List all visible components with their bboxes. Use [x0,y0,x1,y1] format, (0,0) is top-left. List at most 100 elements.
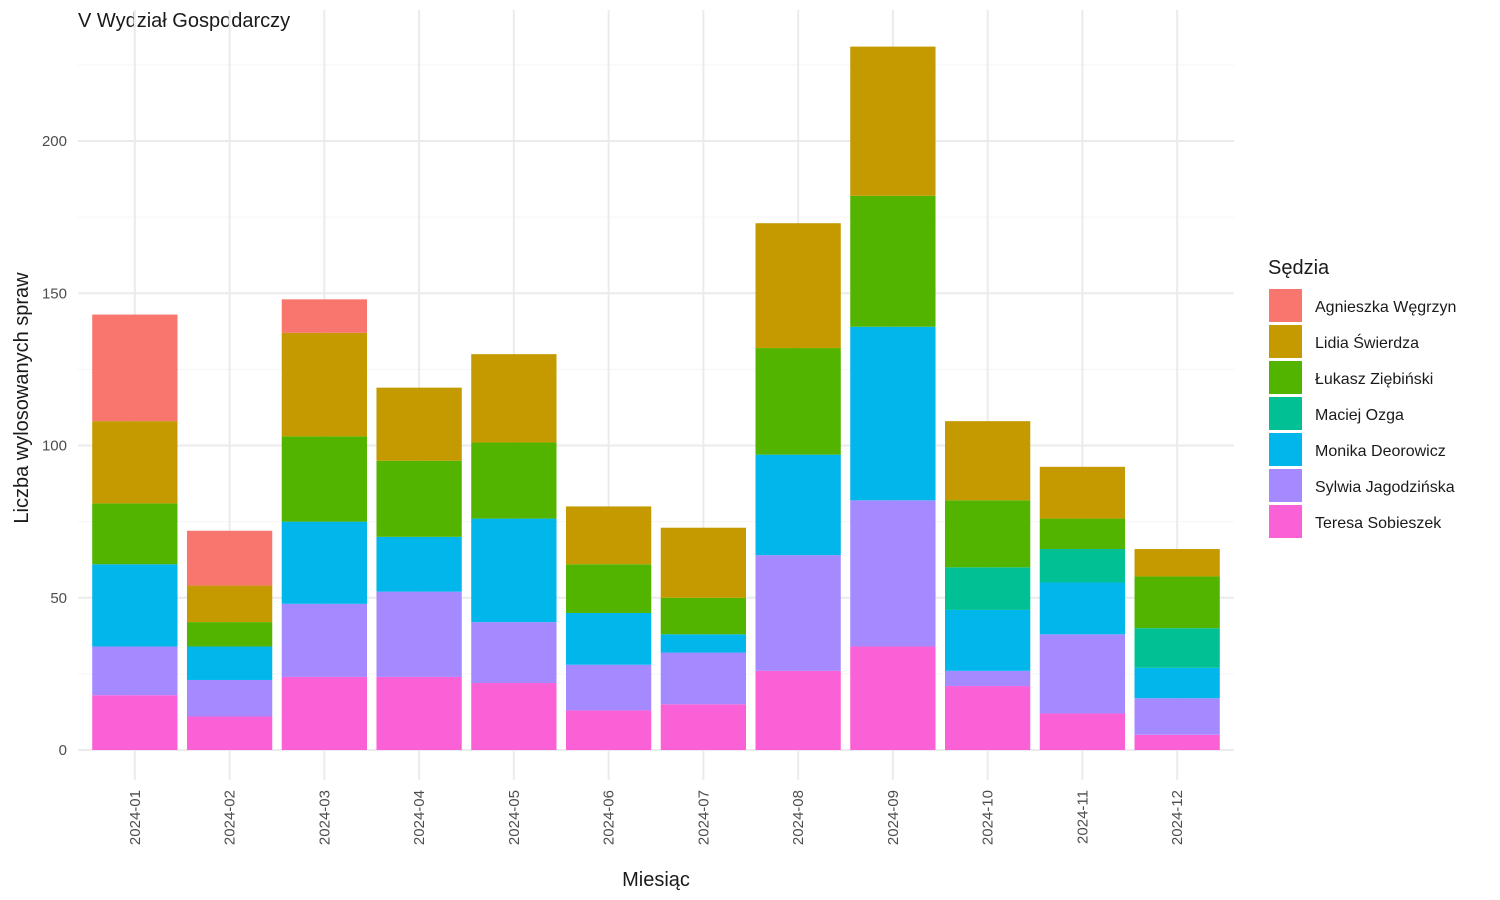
bar-segment [92,695,178,750]
bar-segment [186,716,273,750]
bar-segment [186,622,273,647]
bar-segment [850,195,936,327]
bar-segment [755,454,841,556]
bar-segment [945,567,1031,610]
bar-segment [376,387,462,461]
bar-segment [850,500,936,647]
bar-segment [1134,698,1220,735]
x-axis-ticks: 2024-01 2024-02 2024-03 2024-04 2024-05 2024-… [127,790,1186,845]
legend-label: Agnieszka Węgrzyn [1315,299,1456,316]
legend: Sędzia Agnieszka Węgrzyn Lidia Świerdza Łu… [1268,257,1456,538]
y-tick-label: 150 [42,285,67,302]
bar-segment [565,564,652,613]
x-tick-label: 2024-09 [885,790,902,845]
bar-segment [755,670,841,750]
bar-segment [471,442,557,519]
y-tick-label: 0 [59,742,67,759]
bar-segment [281,436,367,522]
x-tick-label: 2024-11 [1074,790,1091,844]
bar-segment [945,609,1031,671]
legend-swatch [1269,289,1302,322]
legend-swatch [1269,469,1302,502]
bar-segment [660,597,747,635]
bar-segment [1134,628,1220,668]
legend-items: Agnieszka Węgrzyn Lidia Świerdza Łukasz Zi… [1269,289,1456,538]
bar-segment [1039,518,1126,550]
bar-segment [660,704,747,750]
chart-title: V Wydział Gospodarczy [78,10,290,32]
bar-segment [471,622,557,684]
bar-segment [1134,734,1220,750]
bar-segment [281,299,367,333]
x-tick-label: 2024-12 [1169,790,1186,845]
bar-segment [281,521,367,604]
legend-label: Łukasz Ziębiński [1315,371,1433,388]
bar-segment [92,503,178,565]
x-tick-label: 2024-10 [980,790,997,845]
bar-segment [281,332,367,437]
bar-segment [755,348,841,455]
bar-segment [471,683,557,750]
x-tick-label: 2024-07 [695,790,712,845]
bar-segment [850,646,936,750]
legend-title: Sędzia [1268,257,1330,279]
legend-label: Maciej Ozga [1315,407,1404,424]
bar-segment [376,536,462,592]
legend-swatch [1269,325,1302,358]
bar-segment [1039,713,1126,750]
bar-segment [565,710,652,750]
bar-segment [1039,549,1126,583]
bar-segment [1039,634,1126,714]
legend-swatch [1269,433,1302,466]
bar-segment [850,46,936,196]
bar-segment [281,603,367,677]
bar-segment [945,670,1031,687]
bar-segment [945,500,1031,568]
legend-swatch [1269,361,1302,394]
bar-segment [565,506,652,565]
x-tick-label: 2024-03 [316,790,333,845]
x-tick-label: 2024-02 [222,790,239,845]
bars [92,46,1220,750]
bar-segment [186,585,273,623]
bar-segment [92,314,178,422]
legend-label: Lidia Świerdza [1315,333,1419,352]
legend-label: Monika Deorowicz [1315,443,1446,460]
y-tick-label: 200 [42,133,67,150]
bar-segment [92,421,178,504]
legend-swatch [1269,397,1302,430]
legend-label: Sylwia Jagodzińska [1315,479,1455,496]
bar-segment [660,652,747,705]
bar-segment [92,564,178,647]
y-axis-title: Liczba wylosowanych spraw [11,272,33,524]
bar-segment [945,421,1031,501]
bar-segment [660,527,747,598]
x-tick-label: 2024-06 [601,790,618,845]
bar-segment [660,634,747,653]
y-tick-label: 50 [50,590,67,607]
bar-segment [376,676,462,750]
bar-segment [565,612,652,665]
bar-segment [471,518,557,623]
bar-segment [1039,466,1126,519]
bar-segment [376,591,462,677]
bar-segment [755,223,841,349]
bar-segment [565,664,652,711]
bar-segment [281,676,367,750]
bar-segment [850,326,936,501]
bar-segment [471,354,557,443]
bar-segment [376,460,462,537]
bar-segment [1134,549,1220,577]
x-axis-title: Miesiąc [622,869,690,891]
bar-segment [1134,576,1220,629]
bar-segment [755,555,841,671]
bar-segment [945,686,1031,750]
bar-segment [92,646,178,696]
legend-swatch [1269,505,1302,538]
y-tick-label: 100 [42,438,67,455]
bar-segment [1134,667,1220,699]
legend-label: Teresa Sobieszek [1315,515,1442,532]
y-axis-ticks: 0 50 100 150 200 [42,133,67,759]
x-tick-label: 2024-04 [411,790,428,845]
